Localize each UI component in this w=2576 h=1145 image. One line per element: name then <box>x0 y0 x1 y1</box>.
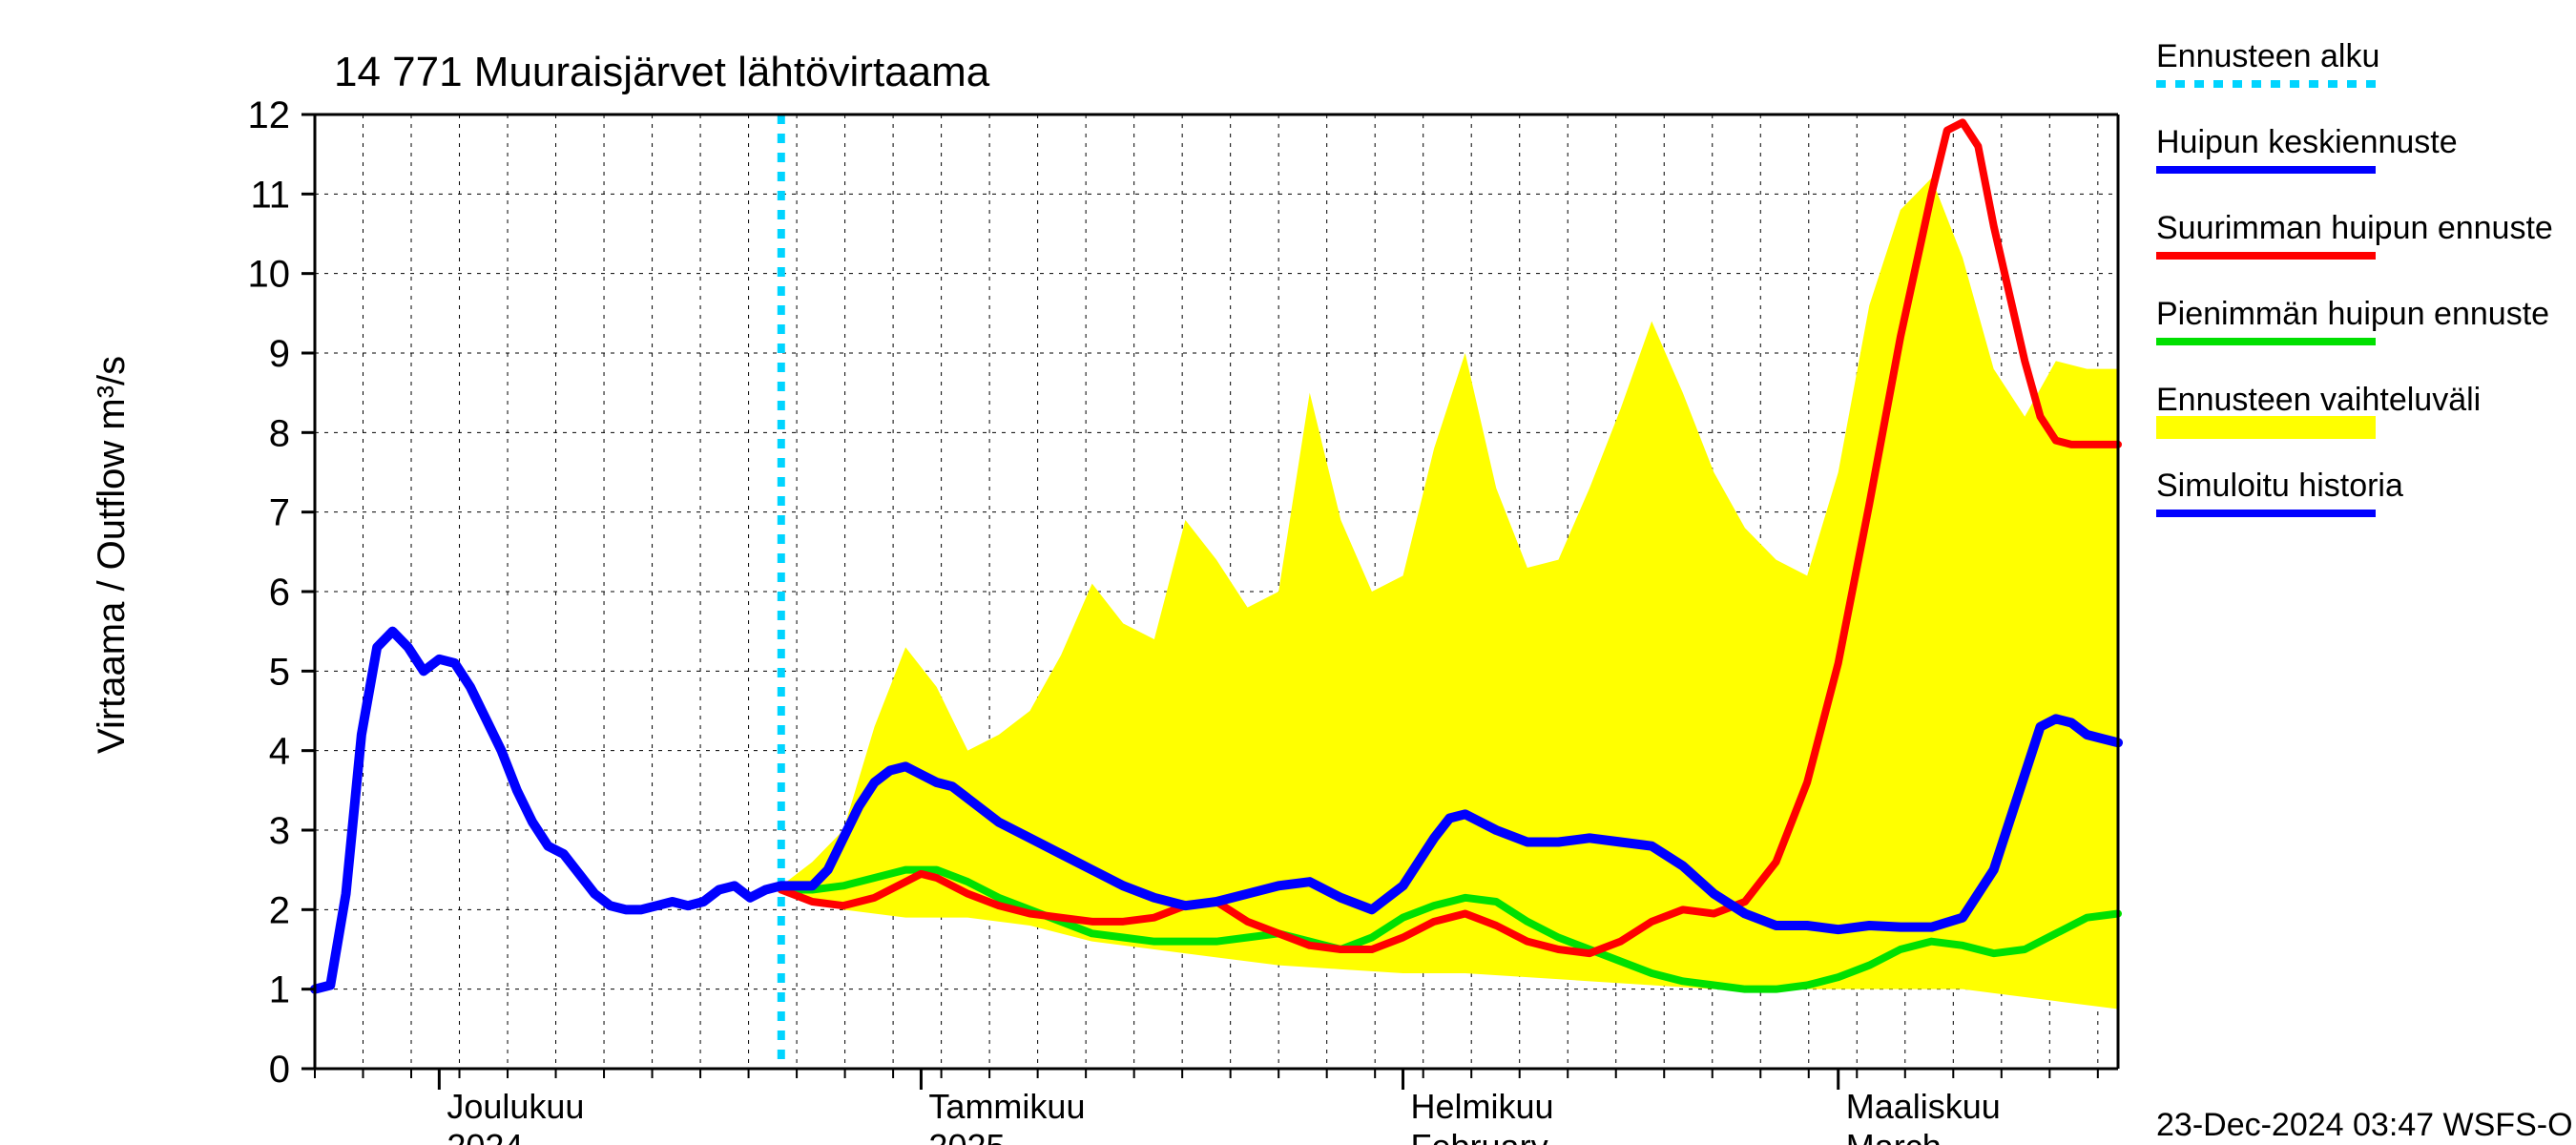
y-tick-label: 11 <box>250 174 290 216</box>
y-tick-label: 6 <box>269 572 290 614</box>
y-tick-label: 7 <box>269 492 290 534</box>
y-tick-label: 1 <box>269 969 290 1011</box>
y-tick-label: 5 <box>269 651 290 693</box>
legend-label: Simuloitu historia <box>2156 468 2403 504</box>
chart-title: 14 771 Muuraisjärvet lähtövirtaama <box>334 49 990 95</box>
y-tick-label: 0 <box>269 1049 290 1091</box>
x-tick-label-bottom: February <box>1411 1127 1548 1145</box>
y-tick-label: 10 <box>248 254 291 296</box>
y-tick-label: 12 <box>248 94 291 136</box>
legend-label: Pienimmän huipun ennuste <box>2156 296 2549 332</box>
y-tick-label: 3 <box>269 810 290 852</box>
y-axis-label: Virtaama / Outflow m³/s <box>91 356 133 754</box>
x-tick-label-top: Joulukuu <box>447 1087 584 1126</box>
y-tick-label: 2 <box>269 889 290 931</box>
y-tick-label: 9 <box>269 333 290 375</box>
legend-label: Huipun keskiennuste <box>2156 124 2458 160</box>
y-tick-label: 8 <box>269 412 290 454</box>
x-tick-label-top: Tammikuu <box>928 1087 1085 1126</box>
outflow-chart: 0123456789101112Joulukuu2024Tammikuu2025… <box>0 0 2576 1145</box>
chart-footer: 23-Dec-2024 03:47 WSFS-O <box>2156 1107 2573 1143</box>
legend-label: Suurimman huipun ennuste <box>2156 210 2553 246</box>
x-tick-label-bottom: 2024 <box>447 1127 523 1145</box>
legend-label: Ennusteen vaihteluväli <box>2156 382 2481 418</box>
x-tick-label-top: Maaliskuu <box>1846 1087 2001 1126</box>
x-tick-label-bottom: March <box>1846 1127 1942 1145</box>
legend-label: Ennusteen alku <box>2156 38 2379 74</box>
x-tick-label-bottom: 2025 <box>928 1127 1005 1145</box>
x-tick-label-top: Helmikuu <box>1411 1087 1554 1126</box>
y-tick-label: 4 <box>269 731 290 773</box>
